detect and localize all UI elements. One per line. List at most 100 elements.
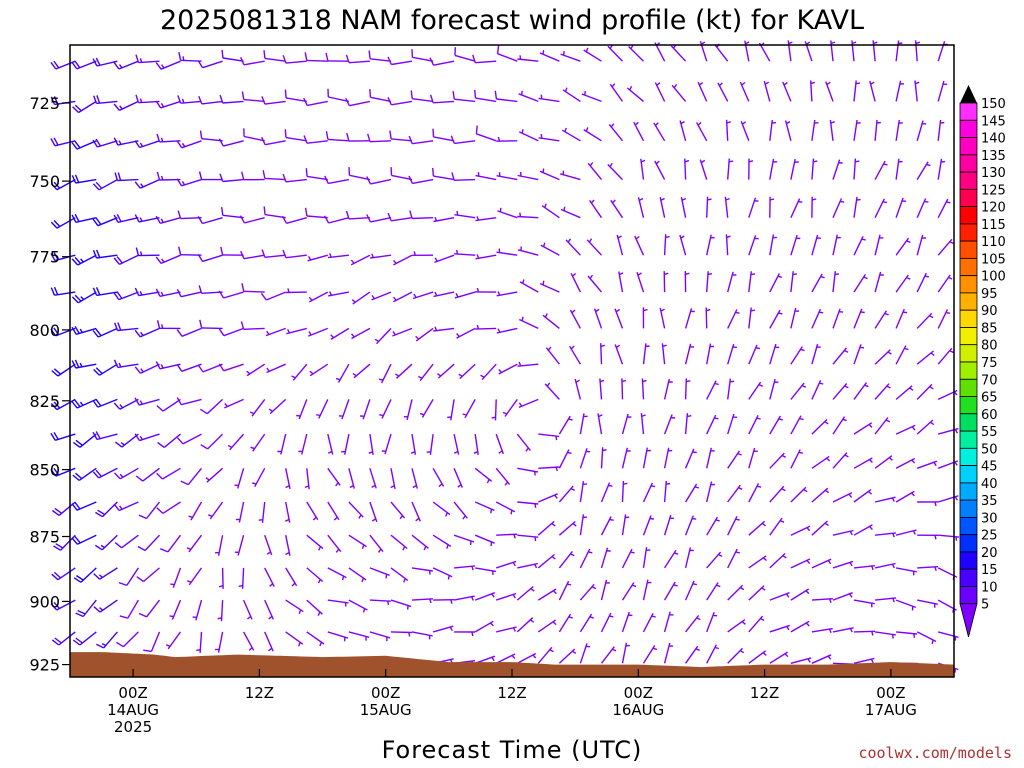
wind-barb [219, 94, 244, 104]
wind-barb [305, 168, 328, 181]
wind-barb [706, 582, 721, 601]
wind-barb [587, 274, 603, 293]
wind-barb [537, 553, 556, 569]
wind-barb [495, 653, 516, 664]
wind-barb [769, 651, 789, 664]
wind-barb [853, 422, 873, 435]
wind-barb [113, 291, 139, 301]
wind-barb [176, 397, 202, 406]
wind-barb [790, 525, 811, 536]
y-tick-label: 900 [29, 592, 60, 611]
wind-barb [462, 399, 476, 419]
wind-barb [304, 52, 328, 62]
colorbar-label: 5 [981, 598, 989, 613]
wind-barb [748, 235, 759, 256]
wind-barb [72, 433, 97, 448]
wind-barb [75, 599, 97, 618]
wind-barb [432, 128, 455, 142]
wind-barb [177, 210, 202, 220]
wind-barb [93, 95, 118, 105]
colorbar-swatch [959, 188, 978, 207]
wind-barb [221, 207, 244, 219]
wind-barb [369, 534, 384, 553]
colorbar-label: 95 [981, 287, 998, 302]
wind-barb [215, 535, 224, 556]
wind-barb [157, 433, 181, 448]
wind-barb [186, 534, 203, 553]
colorbar-swatch [959, 413, 978, 432]
colorbar-swatch [959, 223, 978, 242]
wind-barb [740, 120, 750, 142]
wind-barb [516, 652, 537, 664]
wind-barb [432, 625, 454, 633]
wind-barb [706, 447, 715, 469]
wind-barb [50, 599, 76, 611]
wind-barb [637, 197, 645, 218]
wind-barb [348, 567, 367, 583]
wind-barb [369, 468, 377, 489]
wind-barb [769, 378, 779, 400]
colorbar-label: 130 [981, 166, 1006, 181]
wind-barb [790, 382, 807, 400]
wind-barb [437, 363, 455, 379]
wind-barb [914, 40, 921, 62]
wind-barb [653, 122, 666, 142]
wind-barb [541, 203, 560, 219]
wind-barb [587, 162, 603, 181]
wind-barb [475, 125, 497, 142]
y-tick-label: 825 [29, 392, 60, 411]
wind-barb [581, 90, 602, 103]
wind-barb [118, 567, 139, 587]
wind-barb [558, 580, 572, 601]
colorbar-label: 150 [981, 97, 1006, 112]
wind-barb [410, 433, 417, 455]
wind-barb [832, 416, 847, 435]
wind-barb [475, 216, 497, 222]
wind-barb [114, 534, 139, 549]
wind-barb [282, 55, 307, 64]
wind-barb [263, 206, 286, 219]
wind-barb [642, 307, 648, 329]
wind-barb [474, 501, 495, 514]
wind-barb [218, 327, 244, 337]
wind-barb [684, 158, 690, 180]
wind-barb [769, 517, 785, 536]
colorbar-swatch [959, 361, 978, 380]
wind-barb [410, 90, 434, 103]
wind-barb [562, 87, 581, 102]
wind-barb [200, 433, 224, 450]
wind-barb [498, 363, 518, 375]
wind-barb [264, 599, 274, 620]
wind-barb [71, 254, 97, 266]
wind-barb [282, 173, 307, 183]
wind-barb [196, 631, 203, 653]
y-tick-label: 800 [29, 321, 60, 340]
wind-barb [684, 547, 694, 569]
wind-barb [50, 467, 76, 477]
wind-barb [853, 599, 875, 608]
wind-barb [447, 399, 455, 421]
wind-barb [616, 234, 624, 256]
wind-barb [872, 40, 878, 62]
wind-barb [570, 272, 582, 293]
wind-barb [583, 127, 602, 142]
wind-barb [475, 254, 497, 260]
wind-barb [517, 467, 539, 476]
wind-barb [241, 91, 265, 103]
wind-barb [917, 599, 938, 608]
wind-barb [155, 254, 181, 265]
wind-barb [518, 90, 539, 103]
wind-barb [917, 501, 939, 507]
wind-barb [769, 196, 775, 218]
wind-barb [727, 271, 737, 293]
colorbar-label: 90 [981, 304, 998, 319]
wind-barb [895, 80, 905, 102]
wind-barb [706, 380, 719, 400]
wind-barb [156, 501, 181, 514]
wind-barb [304, 207, 328, 219]
wind-barb [558, 550, 575, 569]
wind-barb [679, 120, 687, 141]
colorbar-label: 135 [981, 149, 1006, 164]
wind-barb [895, 274, 911, 293]
